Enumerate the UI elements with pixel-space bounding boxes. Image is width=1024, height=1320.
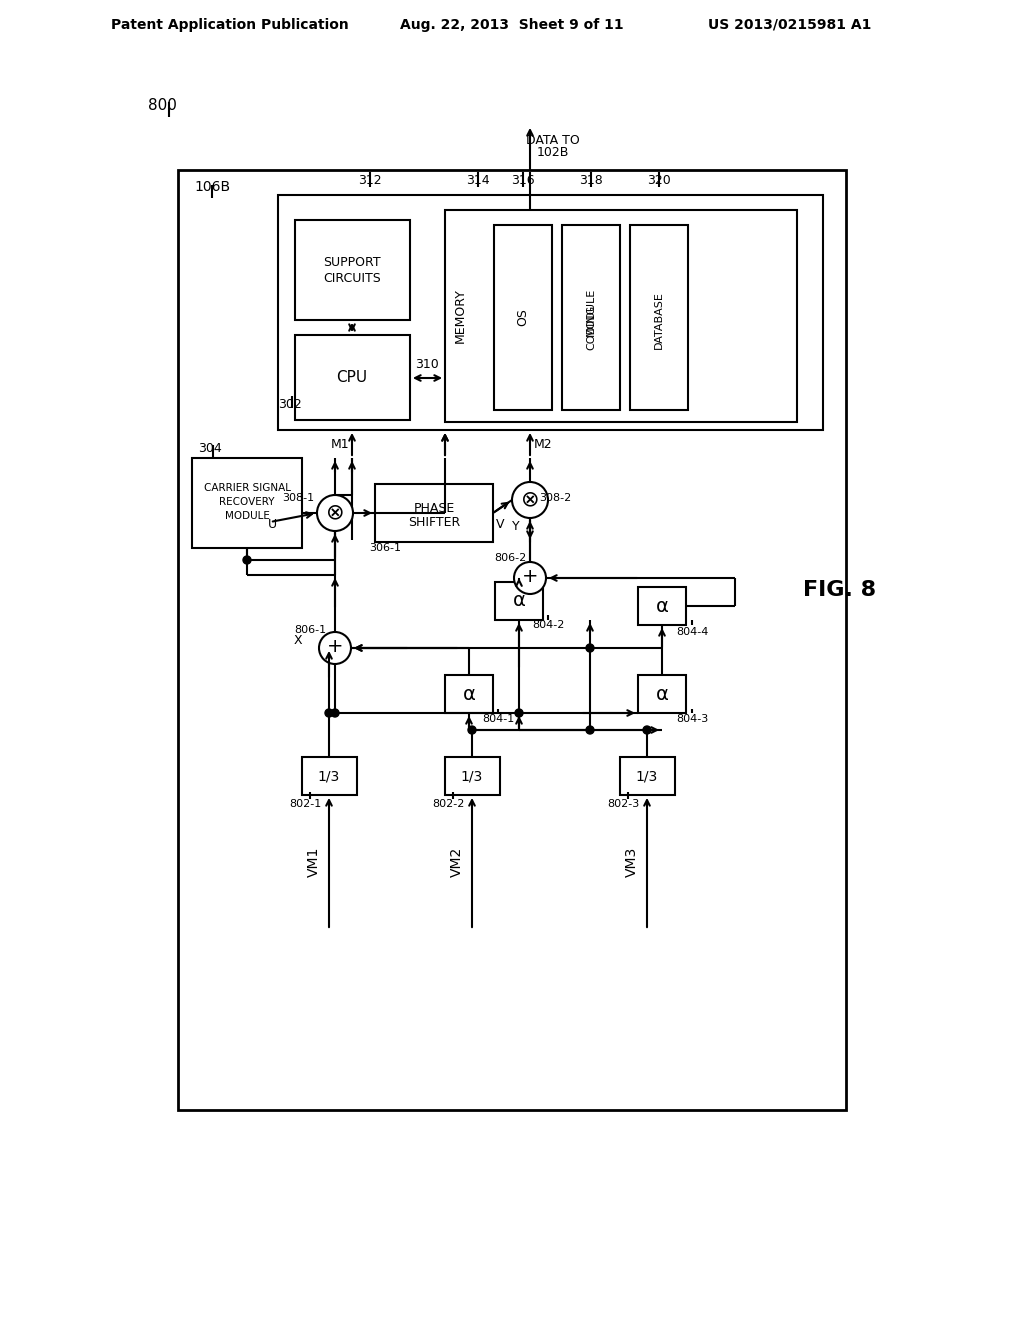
Text: DATABASE: DATABASE xyxy=(654,292,664,348)
Text: MEMORY: MEMORY xyxy=(454,289,467,343)
Text: 804-4: 804-4 xyxy=(676,627,709,638)
Circle shape xyxy=(243,556,251,564)
Text: 1/3: 1/3 xyxy=(317,770,340,783)
Circle shape xyxy=(512,482,548,517)
Text: α: α xyxy=(655,685,669,704)
Text: Aug. 22, 2013  Sheet 9 of 11: Aug. 22, 2013 Sheet 9 of 11 xyxy=(400,18,624,32)
Text: CPU: CPU xyxy=(337,371,368,385)
Circle shape xyxy=(331,709,339,717)
Text: CIRCUITS: CIRCUITS xyxy=(324,272,381,285)
Text: 308-2: 308-2 xyxy=(539,492,571,503)
Text: VM2: VM2 xyxy=(450,847,464,876)
Text: 802-2: 802-2 xyxy=(432,799,464,809)
Circle shape xyxy=(586,644,594,652)
Circle shape xyxy=(319,632,351,664)
Text: 318: 318 xyxy=(580,173,603,186)
Text: 106B: 106B xyxy=(194,180,230,194)
Text: +: + xyxy=(327,638,343,656)
Text: CARRIER SIGNAL: CARRIER SIGNAL xyxy=(204,483,291,492)
Text: X: X xyxy=(294,634,302,647)
Text: Patent Application Publication: Patent Application Publication xyxy=(112,18,349,32)
Bar xyxy=(638,675,686,713)
Text: 306-1: 306-1 xyxy=(369,543,401,553)
Text: U: U xyxy=(267,517,276,531)
Text: 804-1: 804-1 xyxy=(482,714,514,723)
Text: 1/3: 1/3 xyxy=(461,770,483,783)
Bar xyxy=(375,484,493,543)
Text: α: α xyxy=(513,591,525,610)
Text: 804-2: 804-2 xyxy=(531,620,564,630)
Text: OS: OS xyxy=(516,308,529,326)
Text: Y: Y xyxy=(512,520,520,533)
Text: +: + xyxy=(522,568,539,586)
Text: 320: 320 xyxy=(647,173,671,186)
Bar xyxy=(494,224,552,411)
Bar xyxy=(295,335,410,420)
Text: 802-1: 802-1 xyxy=(289,799,322,809)
Text: ⊗: ⊗ xyxy=(326,502,344,521)
Text: US 2013/0215981 A1: US 2013/0215981 A1 xyxy=(709,18,871,32)
Text: CODING: CODING xyxy=(586,305,596,350)
Bar xyxy=(193,458,302,548)
Text: RECOVERY: RECOVERY xyxy=(219,498,274,507)
Text: SUPPORT: SUPPORT xyxy=(324,256,381,269)
Text: α: α xyxy=(463,685,475,704)
Text: VM3: VM3 xyxy=(625,847,639,876)
Text: PHASE: PHASE xyxy=(414,502,455,515)
Text: SHIFTER: SHIFTER xyxy=(408,516,460,528)
Text: MODULE: MODULE xyxy=(224,511,269,521)
Bar xyxy=(302,756,357,795)
Bar xyxy=(562,224,620,411)
Bar xyxy=(445,675,493,713)
Text: M1: M1 xyxy=(331,437,349,450)
Bar xyxy=(278,195,823,430)
Text: 308-1: 308-1 xyxy=(282,492,314,503)
Text: 802-3: 802-3 xyxy=(607,799,639,809)
Circle shape xyxy=(515,709,523,717)
Bar xyxy=(178,170,846,1110)
Text: 806-1: 806-1 xyxy=(294,624,326,635)
Circle shape xyxy=(468,726,476,734)
Text: ⊗: ⊗ xyxy=(520,488,540,510)
Text: 806-2: 806-2 xyxy=(494,553,526,564)
Bar xyxy=(445,756,500,795)
Text: FIG. 8: FIG. 8 xyxy=(804,579,877,601)
Text: 304: 304 xyxy=(198,442,222,455)
Text: 302: 302 xyxy=(279,397,302,411)
Text: 102B: 102B xyxy=(537,147,569,160)
Text: MODULE: MODULE xyxy=(586,288,596,337)
Text: V: V xyxy=(496,519,504,532)
Circle shape xyxy=(586,726,594,734)
Text: 1/3: 1/3 xyxy=(636,770,658,783)
Circle shape xyxy=(514,562,546,594)
Text: 312: 312 xyxy=(358,173,382,186)
Text: DATA TO: DATA TO xyxy=(526,133,580,147)
Text: 804-3: 804-3 xyxy=(676,714,709,723)
Circle shape xyxy=(317,495,353,531)
Text: M2: M2 xyxy=(534,437,552,450)
Bar xyxy=(638,587,686,624)
Bar xyxy=(295,220,410,319)
Bar xyxy=(495,582,543,620)
Text: 314: 314 xyxy=(466,173,489,186)
Text: 310: 310 xyxy=(415,358,439,371)
Circle shape xyxy=(643,726,651,734)
Bar xyxy=(445,210,797,422)
Text: α: α xyxy=(655,597,669,615)
Circle shape xyxy=(325,709,333,717)
Bar xyxy=(630,224,688,411)
Bar xyxy=(620,756,675,795)
Text: 800: 800 xyxy=(147,98,176,112)
Text: 316: 316 xyxy=(511,173,535,186)
Text: VM1: VM1 xyxy=(307,847,321,878)
